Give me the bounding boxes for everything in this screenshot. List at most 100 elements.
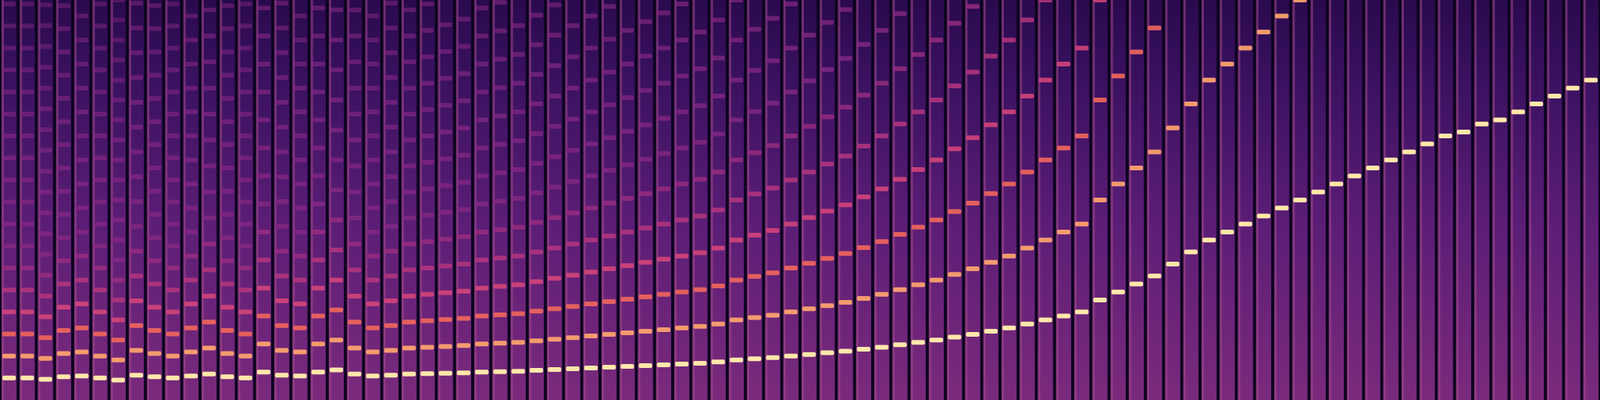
- harmonic: [384, 25, 398, 31]
- frame-column: [328, 0, 344, 400]
- harmonic: [147, 258, 161, 264]
- harmonic: [1092, 0, 1107, 3]
- harmonic: [147, 211, 161, 217]
- harmonic: [547, 245, 561, 250]
- harmonic: [602, 266, 616, 272]
- harmonic: [492, 340, 507, 346]
- frame-column: [1456, 0, 1472, 400]
- harmonic: [202, 189, 216, 195]
- harmonic: [1002, 253, 1016, 259]
- onset-stripe: [1038, 0, 1041, 400]
- harmonic: [729, 197, 743, 203]
- harmonic: [165, 243, 179, 249]
- harmonic: [457, 261, 471, 267]
- harmonic: [1292, 0, 1307, 3]
- harmonic: [529, 220, 543, 225]
- harmonic: [475, 5, 489, 11]
- harmonic: [475, 61, 489, 67]
- harmonic: [147, 304, 161, 310]
- onset-stripe: [456, 0, 459, 400]
- fundamental: [1529, 101, 1543, 107]
- harmonic: [402, 111, 416, 117]
- fundamental: [1075, 309, 1089, 315]
- fundamental: [947, 335, 961, 340]
- harmonic: [402, 241, 416, 247]
- onset-stripe: [74, 0, 77, 400]
- harmonic: [20, 200, 34, 205]
- frame-column: [783, 0, 799, 400]
- harmonic: [39, 252, 53, 258]
- fundamental: [1202, 237, 1216, 243]
- harmonic: [857, 245, 871, 250]
- harmonic: [92, 265, 107, 271]
- harmonic: [184, 277, 198, 283]
- harmonic: [965, 200, 979, 206]
- frame-column: [456, 0, 472, 400]
- harmonic: [239, 45, 253, 50]
- harmonic: [1129, 50, 1143, 55]
- harmonic: [239, 155, 253, 161]
- frame-column: [1183, 0, 1199, 400]
- fundamental: [1329, 182, 1343, 187]
- harmonic: [275, 323, 289, 329]
- harmonic: [784, 309, 798, 315]
- harmonic: [257, 61, 271, 67]
- harmonic: [165, 309, 179, 315]
- harmonic: [1020, 93, 1034, 99]
- harmonic: [292, 301, 307, 307]
- harmonic: [420, 1, 434, 7]
- harmonic: [492, 312, 507, 318]
- harmonic: [839, 56, 853, 61]
- frame-column: [1364, 0, 1380, 400]
- harmonic: [311, 33, 325, 39]
- harmonic: [184, 182, 198, 187]
- harmonic: [257, 145, 271, 150]
- onset-stripe: [638, 0, 641, 400]
- harmonic: [147, 142, 161, 147]
- fundamental: [857, 346, 871, 352]
- harmonic: [111, 137, 125, 143]
- harmonic: [729, 117, 743, 123]
- harmonic: [765, 100, 779, 106]
- harmonic: [384, 273, 398, 279]
- harmonic: [802, 260, 816, 266]
- harmonic: [875, 186, 889, 192]
- harmonic: [620, 263, 634, 268]
- harmonic: [20, 133, 34, 139]
- onset-stripe: [1219, 0, 1222, 400]
- harmonic: [184, 350, 198, 355]
- harmonic: [220, 50, 234, 55]
- harmonic: [620, 296, 634, 302]
- harmonic: [457, 153, 471, 158]
- harmonic: [147, 328, 161, 333]
- harmonic: [129, 199, 143, 204]
- harmonic: [275, 75, 289, 80]
- harmonic: [239, 221, 253, 227]
- harmonic: [711, 93, 725, 99]
- harmonic: [384, 174, 398, 179]
- fundamental: [1547, 93, 1561, 99]
- harmonic: [547, 275, 561, 281]
- harmonic: [439, 290, 453, 296]
- onset-stripe: [1110, 0, 1114, 400]
- harmonic: [202, 137, 216, 143]
- frame-column: [1019, 0, 1035, 400]
- harmonic: [547, 93, 561, 99]
- harmonic: [220, 96, 234, 101]
- frame-column: [583, 0, 599, 400]
- frame-column: [1564, 0, 1580, 400]
- harmonic: [75, 37, 89, 43]
- harmonic: [784, 1, 798, 7]
- harmonic: [729, 157, 743, 163]
- harmonic: [2, 111, 16, 117]
- harmonic: [565, 272, 579, 278]
- harmonic: [202, 7, 216, 13]
- harmonic: [275, 50, 289, 56]
- harmonic: [675, 217, 689, 223]
- onset-stripe: [1401, 0, 1404, 400]
- harmonic: [129, 25, 143, 31]
- harmonic: [20, 265, 34, 271]
- harmonic: [20, 111, 34, 117]
- harmonic: [111, 297, 125, 303]
- harmonic: [1020, 169, 1034, 175]
